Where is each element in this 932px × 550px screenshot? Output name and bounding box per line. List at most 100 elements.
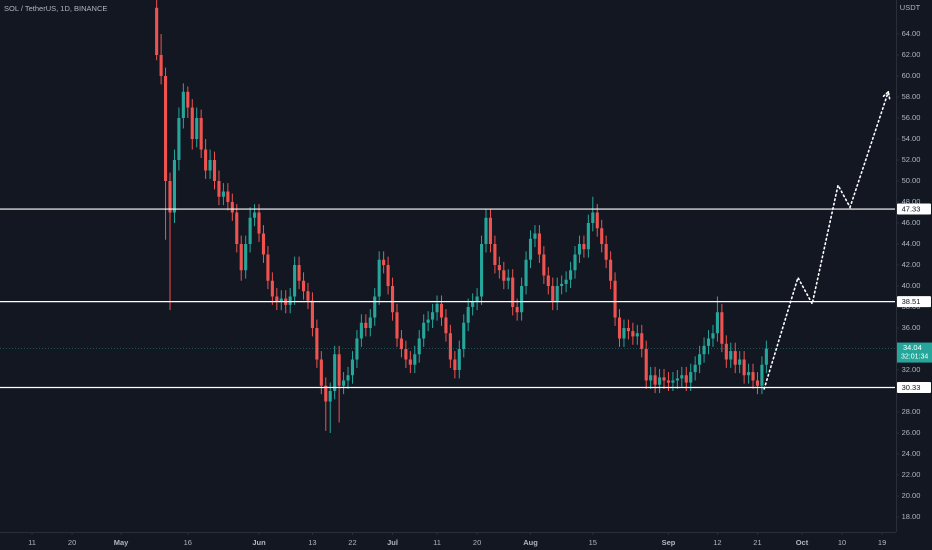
candle-body	[306, 291, 310, 301]
candle-body	[261, 233, 266, 255]
y-tick-label: 20.00	[902, 491, 921, 500]
candle-body	[680, 375, 684, 379]
candle-body	[342, 380, 346, 386]
candle-body	[755, 380, 760, 386]
candle-body	[382, 259, 386, 265]
x-tick-label: May	[114, 538, 129, 547]
candle-body	[484, 217, 488, 245]
y-tick-label: 56.00	[902, 113, 921, 122]
candle-body	[462, 322, 466, 349]
candle-body	[355, 338, 359, 360]
candle-body	[466, 306, 470, 323]
candle-body	[542, 254, 546, 276]
candle-body	[595, 212, 599, 229]
candle-body	[350, 359, 355, 376]
candle-body	[368, 317, 372, 328]
y-tick-label: 44.00	[902, 239, 921, 248]
candle-body	[315, 327, 319, 360]
candle-body	[453, 359, 457, 370]
candle-body	[439, 303, 444, 318]
candle-body	[520, 285, 524, 313]
candle-body	[288, 296, 292, 305]
candle-body	[609, 259, 613, 281]
candle-body	[417, 338, 421, 355]
candle-body	[297, 265, 301, 281]
candle-body	[644, 348, 648, 381]
candle-body	[564, 279, 568, 284]
candle-body	[586, 223, 590, 250]
candle-body	[488, 217, 493, 245]
y-tick-label: 62.00	[902, 50, 921, 59]
candle-body	[413, 354, 417, 365]
candle-body	[404, 348, 408, 360]
candle-body	[635, 333, 639, 337]
candle-body	[310, 300, 314, 328]
candle-body	[626, 327, 630, 332]
x-tick-label: Jun	[252, 538, 266, 547]
level-label-box	[897, 382, 931, 394]
candle-body	[617, 317, 622, 339]
candle-body	[568, 270, 573, 280]
candle-body	[257, 212, 261, 234]
last-price-label: 34.04	[903, 343, 922, 352]
candle-body	[684, 375, 688, 383]
y-tick-label: 60.00	[902, 71, 921, 80]
level-label: 38.51	[902, 297, 921, 306]
candle-body	[591, 212, 595, 224]
candle-body	[537, 233, 541, 255]
candle-body	[649, 375, 653, 381]
candle-body	[212, 160, 217, 182]
candle-body	[457, 348, 461, 370]
last-price-box	[897, 342, 932, 363]
candle-body	[422, 322, 426, 339]
candle-body	[760, 364, 764, 386]
y-tick-label: 26.00	[902, 428, 921, 437]
y-tick-label: 48.00	[902, 197, 921, 206]
candle-body	[319, 359, 323, 386]
candle-body	[689, 372, 693, 383]
candle-body	[359, 322, 363, 339]
y-tick-label: 28.00	[902, 407, 921, 416]
candle-body	[706, 338, 711, 346]
candle-body	[270, 280, 274, 297]
candle-body	[662, 377, 666, 381]
level-label: 30.33	[902, 383, 921, 392]
candle-body	[600, 228, 604, 245]
candle-body	[577, 244, 582, 255]
candle-body	[546, 275, 550, 286]
candle-body	[715, 312, 719, 334]
candle-body	[506, 277, 510, 281]
candle-body	[729, 351, 733, 360]
candle-body	[560, 283, 564, 286]
candle-body	[640, 333, 644, 349]
candle-body	[582, 244, 586, 250]
candle-body	[373, 296, 377, 318]
candle-body	[408, 359, 412, 365]
candle-body	[199, 118, 203, 150]
candle-body	[164, 76, 168, 182]
x-tick-label: 15	[589, 538, 597, 547]
candle-body	[190, 107, 194, 140]
x-tick-label: Oct	[796, 538, 809, 547]
candle-body	[528, 238, 533, 260]
candle-body	[479, 244, 484, 297]
candle-body	[324, 385, 328, 402]
x-tick-label: 16	[184, 538, 192, 547]
candle-body	[702, 345, 706, 355]
candle-body	[186, 91, 190, 108]
y-tick-label: 24.00	[902, 449, 921, 458]
candle-body	[155, 7, 159, 56]
candle-body	[511, 277, 515, 307]
projection-arrowhead	[882, 90, 891, 100]
candle-body	[328, 390, 332, 402]
y-tick-label: 18.00	[902, 512, 921, 521]
y-tick-label: 32.00	[902, 365, 921, 374]
candle-body	[195, 118, 199, 140]
candle-body	[181, 91, 185, 119]
candle-body	[751, 372, 755, 381]
x-tick-label: 10	[838, 538, 846, 547]
candle-body	[448, 333, 452, 360]
x-tick-label: 19	[878, 538, 886, 547]
